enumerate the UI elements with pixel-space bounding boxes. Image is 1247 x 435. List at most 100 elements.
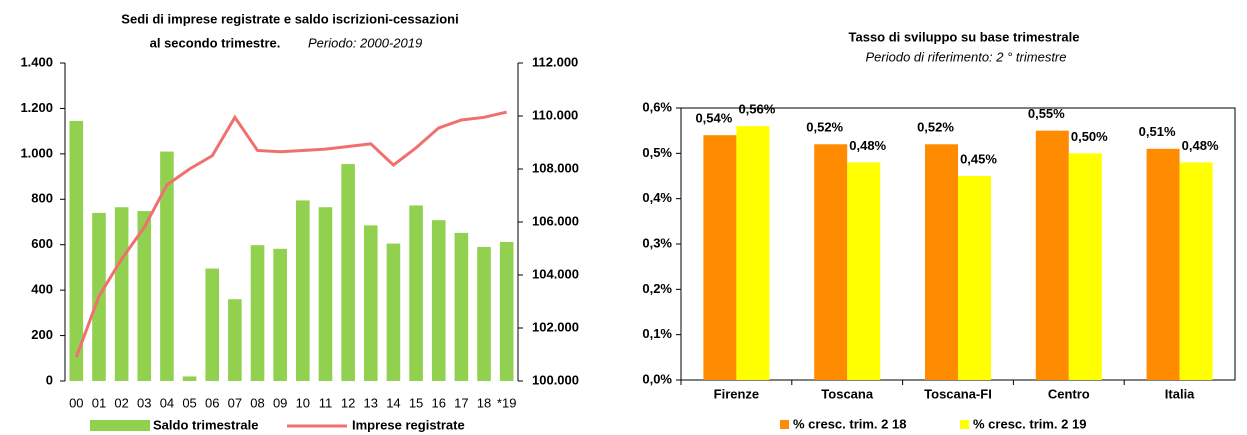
x-tick-label: 18: [477, 395, 491, 410]
bar: [114, 207, 129, 381]
value-label: 0,52%: [917, 120, 954, 135]
chart-subtitle: Periodo di riferimento: 2 ° trimestre: [866, 49, 1067, 64]
bar: [341, 164, 355, 381]
bar: [250, 245, 265, 381]
x-tick-label: Centro: [1048, 386, 1090, 401]
bar: [703, 135, 737, 380]
x-tick-label: 10: [296, 395, 310, 410]
y-tick-label: 600: [31, 236, 53, 251]
y-tick-label: 0,1%: [642, 326, 672, 341]
y-tick-label: 0: [46, 372, 53, 387]
y-tick-label: 1.200: [20, 100, 53, 115]
y-tick-label: 400: [31, 282, 53, 297]
legend-label: Saldo trimestrale: [153, 417, 259, 432]
x-tick-label: 05: [182, 395, 196, 410]
x-tick-label: 08: [250, 395, 264, 410]
x-tick-label: 11: [319, 395, 333, 410]
y2-tick-label: 108.000: [532, 160, 579, 175]
y-tick-label: 0,3%: [642, 235, 672, 250]
chart-subtitle: Periodo: 2000-2019: [308, 35, 422, 50]
y-tick-label: 200: [31, 327, 53, 342]
bar: [386, 243, 401, 381]
bar: [228, 299, 242, 381]
y-tick-label: 0,2%: [642, 281, 672, 296]
x-tick-label: 01: [92, 395, 106, 410]
bar: [1035, 130, 1069, 380]
x-tick-label: Italia: [1165, 386, 1195, 401]
chart-title: al secondo trimestre.: [150, 35, 281, 50]
value-label: 0,52%: [806, 120, 843, 135]
bar: [477, 246, 491, 381]
line: [74, 110, 508, 358]
y2-tick-label: 104.000: [532, 266, 579, 281]
value-label: 0,55%: [1028, 106, 1065, 121]
bar: [454, 232, 469, 381]
bar: [925, 144, 958, 380]
x-tick-label: 00: [69, 395, 83, 410]
x-tick-label: 16: [431, 395, 445, 410]
bar: [296, 200, 310, 381]
chart-title: Sedi di imprese registrate e saldo iscri…: [121, 11, 458, 26]
y2-tick-label: 106.000: [532, 213, 579, 228]
x-tick-label: 14: [386, 395, 400, 410]
x-tick-label: 04: [160, 395, 174, 410]
x-tick-label: 12: [341, 395, 355, 410]
y-tick-label: 1.400: [20, 54, 53, 69]
bar: [318, 207, 333, 381]
value-label: 0,56%: [738, 102, 775, 117]
y-tick-label: 0,6%: [642, 99, 672, 114]
bar: [1068, 153, 1102, 380]
x-tick-label: 17: [454, 395, 468, 410]
bar: [499, 241, 514, 381]
bar: [736, 126, 770, 380]
bar: [409, 205, 423, 381]
y2-tick-label: 100.000: [532, 372, 579, 387]
x-tick-label: 15: [409, 395, 423, 410]
x-tick-label: Firenze: [714, 386, 760, 401]
value-label: 0,48%: [849, 138, 886, 153]
bar: [814, 144, 848, 380]
bar: [205, 268, 220, 381]
bar: [363, 225, 378, 381]
value-label: 0,48%: [1182, 138, 1219, 153]
legend-label: % cresc. trim. 2 19: [973, 416, 1086, 431]
legend-label: Imprese registrate: [352, 417, 465, 432]
x-tick-label: 02: [114, 395, 128, 410]
bar: [431, 220, 446, 381]
x-tick-label: Toscana: [821, 386, 874, 401]
chart-title: Tasso di sviluppo su base trimestrale: [849, 29, 1080, 44]
y2-tick-label: 112.000: [532, 54, 578, 69]
value-label: 0,45%: [960, 151, 997, 166]
bar: [847, 162, 881, 380]
y-tick-label: 0,5%: [642, 145, 672, 160]
bar: [1146, 148, 1180, 380]
x-tick-label: *19: [497, 395, 517, 410]
bar: [273, 248, 287, 381]
legend-swatch: [780, 420, 789, 429]
x-tick-label: 09: [273, 395, 287, 410]
y-tick-label: 800: [31, 191, 53, 206]
y-tick-label: 1.000: [20, 145, 53, 160]
x-tick-label: 07: [228, 395, 242, 410]
legend-label: % cresc. trim. 2 18: [793, 416, 906, 431]
bar: [69, 120, 84, 382]
bar: [182, 376, 197, 381]
y2-tick-label: 102.000: [532, 319, 579, 334]
bar: [137, 211, 152, 381]
bar: [1179, 162, 1213, 380]
x-tick-label: 03: [137, 395, 151, 410]
bar: [958, 176, 991, 380]
y2-tick-label: 110.000: [532, 107, 578, 122]
y-tick-label: 0,0%: [642, 371, 672, 386]
value-label: 0,54%: [695, 111, 732, 126]
x-tick-label: Toscana-FI: [924, 386, 992, 401]
x-tick-label: 13: [364, 395, 378, 410]
value-label: 0,51%: [1139, 124, 1176, 139]
y-tick-label: 0,4%: [642, 190, 672, 205]
legend-swatch: [90, 420, 150, 431]
x-tick-label: 06: [205, 395, 219, 410]
bar: [160, 151, 174, 381]
legend-swatch: [960, 420, 969, 429]
value-label: 0,50%: [1071, 129, 1108, 144]
